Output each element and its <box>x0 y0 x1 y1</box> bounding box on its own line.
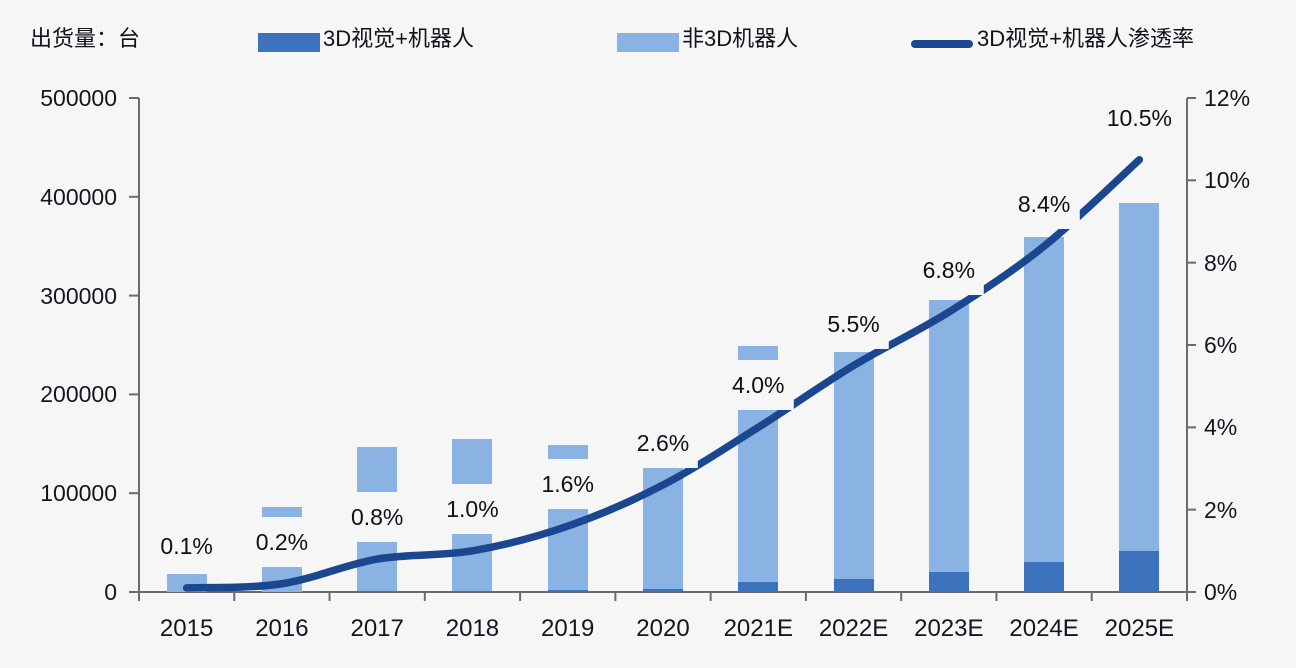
x-axis-tick-label: 2018 <box>445 615 500 642</box>
penetration-data-label: 0.1% <box>151 520 222 571</box>
y-axis-left-tick-label: 200000 <box>40 381 117 408</box>
legend-label-non3d-robot: 非3D机器人 <box>682 26 799 51</box>
x-axis-tick-label: 2025E <box>1104 615 1175 642</box>
bar-segment-3d-robot <box>1024 562 1065 592</box>
y-axis-right-tick-label: 4% <box>1204 414 1238 441</box>
bar-segment-3d-robot <box>1119 551 1160 592</box>
axis-unit-label: 出货量：台 <box>30 26 141 51</box>
bar-segment-3d-robot <box>738 582 779 592</box>
bar-segment-3d-robot <box>833 579 874 592</box>
y-axis-right-tick-label: 10% <box>1204 167 1251 194</box>
y-axis-left-tick-label: 500000 <box>40 85 117 111</box>
penetration-data-label: 8.4% <box>1008 179 1080 230</box>
penetration-data-label: 4.0% <box>723 360 794 411</box>
penetration-data-label: 6.8% <box>913 245 985 296</box>
bar-segment-3d-robot <box>928 572 969 592</box>
penetration-rate-line <box>182 156 1144 592</box>
y-axis-right-tick-label: 2% <box>1204 496 1238 523</box>
legend-swatch-3d-robot <box>258 33 320 52</box>
x-axis-tick-label: 2015 <box>159 615 214 642</box>
y-axis-right-tick-label: 12% <box>1204 85 1251 111</box>
x-axis-tick-label: 2023E <box>914 615 984 642</box>
bar-segment-non3d-robot <box>928 299 969 573</box>
x-axis-tick-label: 2016 <box>255 615 309 642</box>
y-axis-left-tick-label: 100000 <box>40 480 117 507</box>
x-axis-tick-label: 2019 <box>541 615 595 642</box>
x-axis-tick-label: 2024E <box>1009 615 1079 642</box>
bar-segment-non3d-robot <box>1119 202 1160 552</box>
bar-segment-3d-robot <box>547 589 588 592</box>
penetration-data-label: 1.0% <box>437 483 508 534</box>
x-axis-tick-label: 2022E <box>818 615 889 642</box>
y-axis-left-tick-label: 300000 <box>40 282 117 309</box>
x-axis-tick-label: 2017 <box>350 615 404 642</box>
penetration-data-label: 2.6% <box>627 417 699 468</box>
legend-label-penetration: 3D视觉+机器人渗透率 <box>977 26 1194 51</box>
penetration-data-label: 0.2% <box>246 516 318 567</box>
x-axis-tick-label: 2021E <box>723 615 793 642</box>
legend-line-swatch-penetration <box>911 40 973 48</box>
y-axis-right-tick-label: 0% <box>1204 579 1238 605</box>
y-axis-right-tick-label: 8% <box>1204 249 1238 276</box>
penetration-data-label: 1.6% <box>532 459 603 510</box>
bar-segment-non3d-robot <box>1024 237 1065 563</box>
bar-segment-3d-robot <box>643 588 683 592</box>
y-axis-right-tick-label: 6% <box>1204 332 1238 358</box>
bar-segment-non3d-robot <box>833 351 874 580</box>
y-axis-left-tick-label: 0 <box>104 579 117 605</box>
legend-swatch-non3d-robot <box>617 33 679 52</box>
legend-label-3d-robot: 3D视觉+机器人 <box>323 26 474 51</box>
penetration-data-label: 5.5% <box>818 298 889 349</box>
penetration-data-label: 0.8% <box>341 492 413 543</box>
x-axis-tick-label: 2020 <box>636 615 690 642</box>
bar-segment-3d-robot <box>452 590 493 592</box>
y-axis-left-tick-label: 400000 <box>40 183 117 210</box>
bar-segment-3d-robot <box>357 590 398 592</box>
penetration-data-label: 10.5% <box>1097 92 1181 143</box>
